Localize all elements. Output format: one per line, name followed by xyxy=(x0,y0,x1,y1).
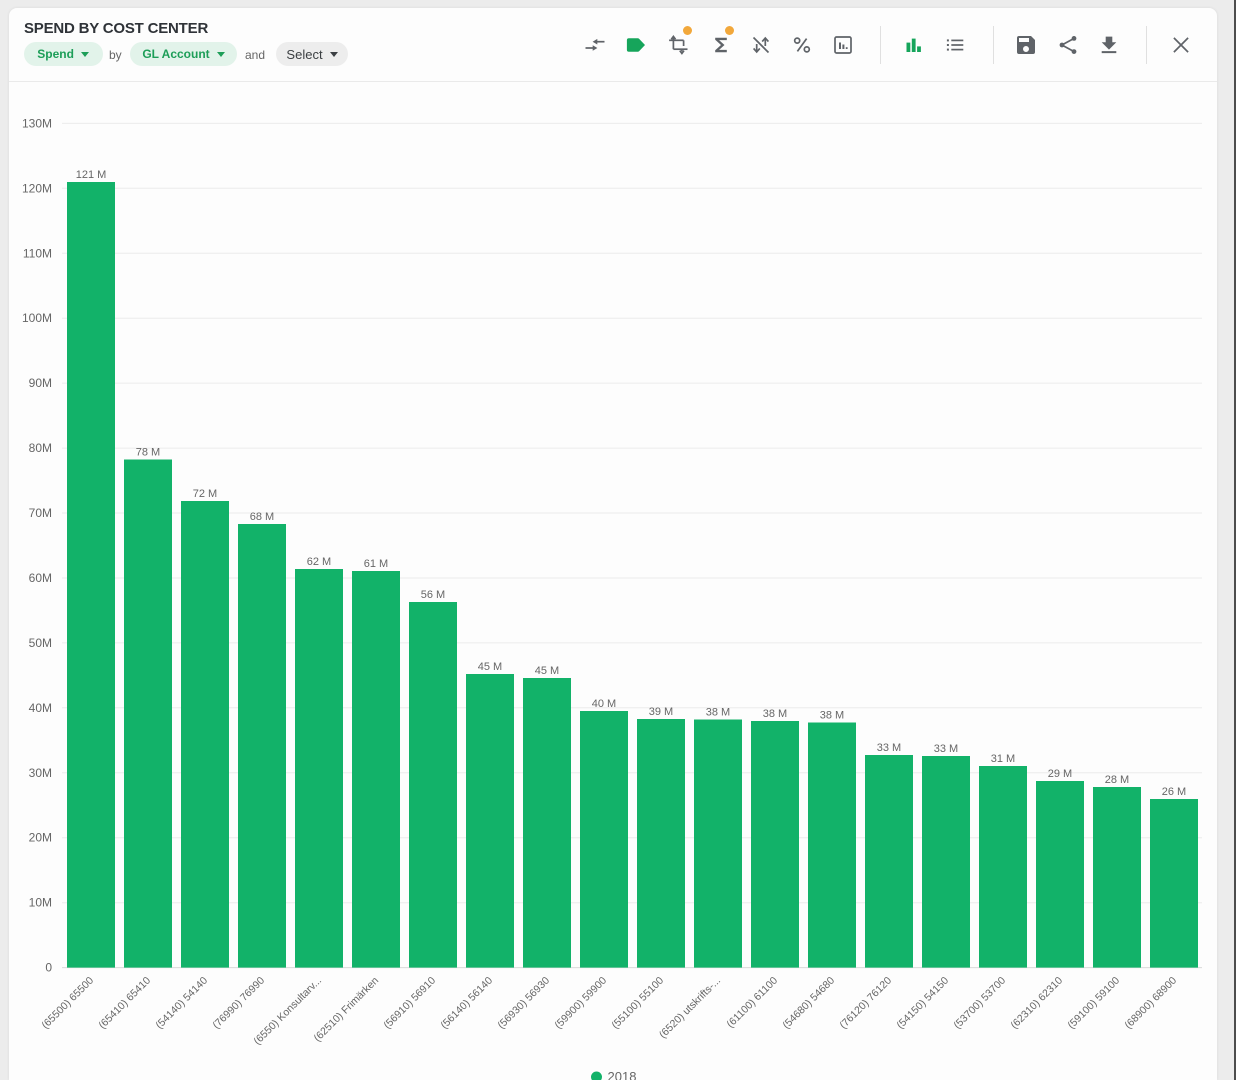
svg-text:(54150) 54150: (54150) 54150 xyxy=(894,975,951,1032)
svg-text:72 M: 72 M xyxy=(193,488,217,500)
svg-text:(54680) 54680: (54680) 54680 xyxy=(780,975,837,1032)
svg-text:2018: 2018 xyxy=(608,1069,637,1080)
svg-text:26 M: 26 M xyxy=(1162,786,1186,798)
svg-text:(56140) 56140: (56140) 56140 xyxy=(438,975,495,1032)
svg-text:0: 0 xyxy=(45,961,52,975)
svg-text:90M: 90M xyxy=(29,376,52,390)
svg-text:29 M: 29 M xyxy=(1048,768,1072,780)
svg-text:39 M: 39 M xyxy=(649,706,673,718)
svg-text:130M: 130M xyxy=(22,116,52,130)
svg-text:56 M: 56 M xyxy=(421,589,445,601)
svg-text:31 M: 31 M xyxy=(991,753,1015,765)
svg-text:62 M: 62 M xyxy=(307,556,331,568)
svg-text:45 M: 45 M xyxy=(478,661,502,673)
svg-text:(53700) 53700: (53700) 53700 xyxy=(951,975,1008,1032)
svg-text:(59100) 59100: (59100) 59100 xyxy=(1065,975,1122,1032)
svg-text:(56910) 56910: (56910) 56910 xyxy=(381,975,438,1032)
svg-text:(59900) 59900: (59900) 59900 xyxy=(552,975,609,1032)
svg-text:30M: 30M xyxy=(29,766,52,780)
svg-text:45 M: 45 M xyxy=(535,665,559,677)
svg-text:33 M: 33 M xyxy=(934,743,958,755)
svg-text:(65410) 65410: (65410) 65410 xyxy=(96,975,153,1032)
svg-text:(62310) 62310: (62310) 62310 xyxy=(1008,975,1065,1032)
svg-text:120M: 120M xyxy=(22,181,52,195)
svg-text:(76990) 76990: (76990) 76990 xyxy=(210,975,267,1032)
svg-text:(54140) 54140: (54140) 54140 xyxy=(153,975,210,1032)
svg-text:20M: 20M xyxy=(29,831,52,845)
svg-text:38 M: 38 M xyxy=(706,707,730,719)
svg-text:38 M: 38 M xyxy=(763,708,787,720)
svg-text:40 M: 40 M xyxy=(592,698,616,710)
svg-text:110M: 110M xyxy=(23,246,52,260)
svg-text:61 M: 61 M xyxy=(364,558,388,570)
svg-text:50M: 50M xyxy=(29,636,52,650)
svg-text:28 M: 28 M xyxy=(1105,774,1129,786)
svg-text:60M: 60M xyxy=(29,571,52,585)
svg-text:100M: 100M xyxy=(22,311,52,325)
svg-text:(55100) 55100: (55100) 55100 xyxy=(609,975,666,1032)
svg-text:70M: 70M xyxy=(29,506,52,520)
svg-text:10M: 10M xyxy=(29,896,52,910)
svg-text:(6520) utskrifts-...: (6520) utskrifts-... xyxy=(657,975,723,1041)
svg-text:78 M: 78 M xyxy=(136,447,160,459)
svg-text:40M: 40M xyxy=(29,701,52,715)
svg-text:(76120) 76120: (76120) 76120 xyxy=(837,975,894,1032)
svg-text:80M: 80M xyxy=(29,441,52,455)
svg-text:(61100) 61100: (61100) 61100 xyxy=(724,975,780,1031)
svg-text:(56930) 56930: (56930) 56930 xyxy=(495,975,552,1032)
svg-text:(68900) 68900: (68900) 68900 xyxy=(1122,975,1179,1032)
svg-text:38 M: 38 M xyxy=(820,710,844,722)
svg-text:121 M: 121 M xyxy=(76,169,107,181)
svg-text:68 M: 68 M xyxy=(250,511,274,523)
svg-text:(65500) 65500: (65500) 65500 xyxy=(39,975,96,1032)
svg-text:33 M: 33 M xyxy=(877,742,901,754)
